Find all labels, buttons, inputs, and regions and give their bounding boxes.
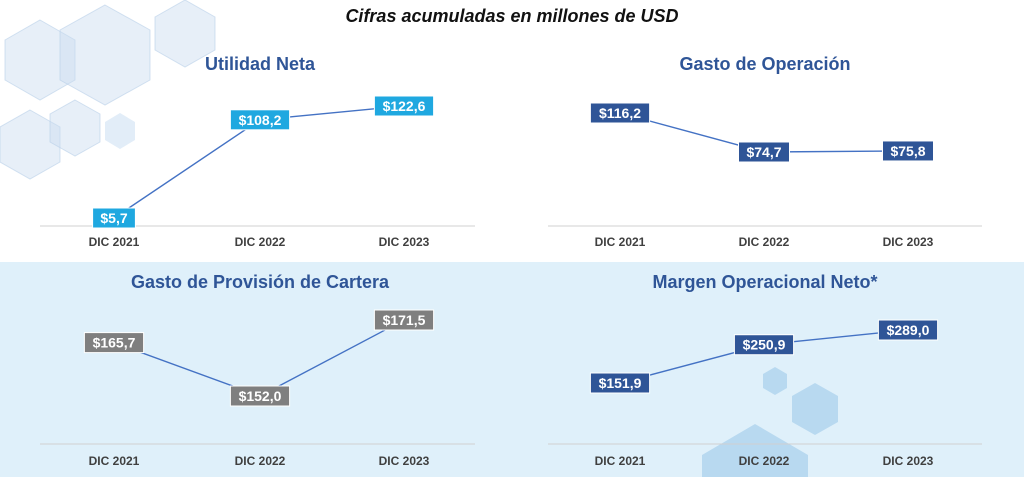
data-point-marker — [373, 309, 435, 331]
x-tick-label: DIC 2021 — [595, 454, 646, 468]
data-label: $171,5 — [383, 312, 426, 328]
data-label: $108,2 — [239, 112, 282, 128]
data-point-marker — [733, 334, 795, 356]
series-line — [113, 319, 405, 397]
data-label: $116,2 — [599, 105, 641, 121]
bottom-panel-background — [0, 262, 1024, 477]
data-point-marker — [229, 109, 291, 131]
x-tick-label: DIC 2023 — [883, 235, 934, 249]
page-title: Cifras acumuladas en millones de USD — [345, 6, 679, 26]
data-label: $289,0 — [887, 322, 930, 338]
x-tick-label: DIC 2021 — [89, 454, 140, 468]
data-label: $151,9 — [599, 375, 642, 391]
x-tick-label: DIC 2022 — [235, 454, 286, 468]
data-point-marker — [877, 319, 939, 341]
x-tick-label: DIC 2022 — [739, 454, 790, 468]
x-tick-label: DIC 2021 — [89, 235, 140, 249]
chart-title-margen-operacional: Margen Operacional Neto* — [652, 272, 878, 292]
data-label: $74,7 — [746, 144, 781, 160]
data-label: $75,8 — [890, 143, 925, 159]
data-point-marker — [738, 141, 790, 163]
data-label: $165,7 — [93, 335, 136, 351]
data-point-marker — [882, 140, 934, 162]
data-point-marker — [92, 207, 136, 229]
data-label: $152,0 — [239, 388, 282, 404]
x-tick-label: DIC 2023 — [379, 454, 430, 468]
x-tick-label: DIC 2021 — [595, 235, 646, 249]
chart-title-gasto-provision: Gasto de Provisión de Cartera — [130, 272, 390, 292]
chart-title-utilidad-neta: Utilidad Neta — [204, 54, 315, 74]
x-tick-label: DIC 2023 — [883, 454, 934, 468]
data-point-marker — [589, 372, 651, 394]
data-label: $5,7 — [100, 210, 127, 226]
chart-title-gasto-operacion: Gasto de Operación — [679, 54, 851, 74]
data-point-marker — [229, 385, 291, 407]
x-tick-label: DIC 2022 — [739, 235, 790, 249]
x-tick-label: DIC 2022 — [235, 235, 286, 249]
data-point-marker — [373, 95, 435, 117]
x-tick-label: DIC 2023 — [379, 235, 430, 249]
data-label: $250,9 — [743, 337, 786, 353]
data-point-marker — [83, 332, 145, 354]
data-point-marker — [589, 102, 651, 124]
data-label: $122,6 — [383, 98, 426, 114]
